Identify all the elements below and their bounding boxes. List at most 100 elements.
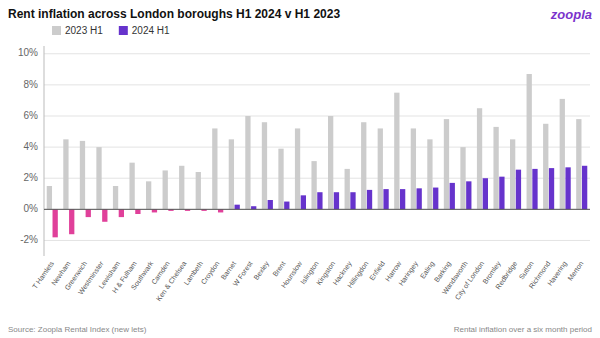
- grid-line: [44, 84, 590, 85]
- legend-label: 2023 H1: [65, 25, 103, 36]
- bar: [510, 139, 515, 209]
- bar: [582, 166, 587, 210]
- bar: [113, 186, 118, 209]
- bar: [499, 177, 504, 210]
- x-tick-label: Haringey: [397, 260, 420, 288]
- bar: [47, 186, 52, 209]
- bar: [196, 172, 201, 209]
- bar: [301, 195, 306, 209]
- bar: [527, 74, 532, 209]
- x-tick-label: Redbridge: [494, 260, 519, 291]
- bar: [245, 116, 250, 209]
- grid-line: [44, 53, 590, 54]
- x-tick-label: Havering: [546, 260, 569, 288]
- bar: [383, 189, 388, 209]
- legend: 2023 H1 2024 H1: [52, 25, 170, 36]
- bar: [411, 128, 416, 209]
- bar: [179, 166, 184, 210]
- bar: [433, 188, 438, 210]
- source-note: Source: Zoopla Rental Index (new lets): [8, 325, 147, 334]
- bar: [129, 163, 134, 210]
- y-tick-label: 8%: [24, 79, 39, 90]
- x-tick-label: Hillingdon: [346, 260, 370, 290]
- chart: -2%0%2%4%6%8%10%T HamletsNewhamGreenwich…: [0, 0, 600, 338]
- y-tick-label: 2%: [24, 172, 39, 183]
- bar: [493, 127, 498, 209]
- bar: [268, 200, 273, 209]
- x-tick-label: Merton: [566, 260, 584, 282]
- bar: [565, 167, 570, 209]
- legend-swatch: [119, 26, 128, 35]
- bar: [361, 122, 366, 209]
- x-tick-label: Bexley: [252, 260, 271, 282]
- bar: [460, 147, 465, 209]
- bar: [63, 139, 68, 209]
- bar: [450, 183, 455, 209]
- bar: [334, 192, 339, 209]
- y-tick-label: 0%: [24, 203, 39, 214]
- bar: [444, 119, 449, 209]
- bar: [466, 181, 471, 209]
- grid-line: [44, 209, 590, 210]
- bar: [295, 128, 300, 209]
- bar: [135, 209, 140, 214]
- bar: [345, 169, 350, 209]
- bar: [53, 209, 58, 237]
- bar: [367, 190, 372, 209]
- bar: [394, 93, 399, 210]
- bar: [549, 168, 554, 209]
- x-tick-label: T Hamlets: [31, 260, 55, 290]
- x-tick-label: Westminster: [77, 259, 105, 295]
- grid-line: [44, 116, 590, 117]
- bar: [311, 161, 316, 209]
- brand-label: zoopla: [550, 7, 592, 22]
- bar: [278, 149, 283, 210]
- bar: [102, 209, 107, 221]
- grid-line: [44, 178, 590, 179]
- bar: [86, 209, 91, 217]
- legend-swatch: [52, 26, 61, 35]
- bar: [516, 170, 521, 210]
- y-tick-label: 4%: [24, 141, 39, 152]
- bar: [163, 170, 168, 209]
- bar: [69, 209, 74, 234]
- grid-line: [44, 147, 590, 148]
- bar: [284, 202, 289, 210]
- y-axis-line: [44, 46, 45, 256]
- x-tick-label: W Forest: [232, 260, 254, 287]
- grid: [44, 54, 590, 241]
- y-tick-label: -2%: [20, 234, 38, 245]
- title: Rent inflation across London boroughs H1…: [8, 7, 340, 21]
- bar: [400, 189, 405, 209]
- bar: [146, 181, 151, 209]
- footer-note: Rental inflation over a six month period: [454, 325, 592, 334]
- bar: [328, 116, 333, 209]
- bar: [576, 119, 581, 209]
- bar: [119, 209, 124, 217]
- bar: [477, 108, 482, 209]
- bars: [47, 74, 588, 237]
- x-tick-label: Brent: [271, 260, 286, 278]
- bar: [427, 139, 432, 209]
- bar: [560, 99, 565, 209]
- y-tick-label: 10%: [18, 47, 38, 58]
- bar: [483, 178, 488, 209]
- bar: [262, 122, 267, 209]
- legend-label: 2024 H1: [132, 25, 170, 36]
- grid-line: [44, 240, 590, 241]
- x-tick-label: Hounslow: [280, 259, 304, 289]
- y-tick-label: 6%: [24, 110, 39, 121]
- bar: [229, 139, 234, 209]
- bar: [212, 128, 217, 209]
- bar: [378, 128, 383, 209]
- zero-line: [44, 209, 590, 210]
- bar: [532, 169, 537, 209]
- bar: [417, 188, 422, 209]
- x-tick-label: Southwark: [130, 260, 155, 292]
- bar: [80, 141, 85, 209]
- bar: [96, 147, 101, 209]
- bar: [543, 124, 548, 210]
- bar: [317, 192, 322, 209]
- bar: [350, 192, 355, 209]
- x-tick-label: Croydon: [200, 260, 222, 286]
